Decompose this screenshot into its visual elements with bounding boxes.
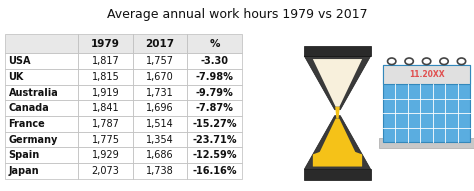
Text: 1979: 1979 xyxy=(91,39,120,49)
Bar xyxy=(187,163,242,179)
Polygon shape xyxy=(304,56,371,110)
Text: -15.27%: -15.27% xyxy=(192,119,237,129)
Bar xyxy=(5,34,78,53)
Text: 1,354: 1,354 xyxy=(146,135,174,145)
Bar xyxy=(78,53,133,69)
Bar xyxy=(187,132,242,147)
Text: 1,817: 1,817 xyxy=(91,56,119,66)
Bar xyxy=(5,53,78,69)
Bar xyxy=(78,34,133,53)
Bar xyxy=(383,65,470,84)
Text: 1,757: 1,757 xyxy=(146,56,174,66)
Text: Spain: Spain xyxy=(9,150,40,160)
Bar xyxy=(304,169,371,180)
Text: -16.16%: -16.16% xyxy=(192,166,237,176)
Bar xyxy=(133,147,187,163)
Text: -7.87%: -7.87% xyxy=(196,103,233,113)
Text: 11.20XX: 11.20XX xyxy=(409,70,445,79)
Text: 1,514: 1,514 xyxy=(146,119,174,129)
Bar xyxy=(379,138,474,148)
Text: %: % xyxy=(209,39,220,49)
Bar xyxy=(187,147,242,163)
Bar xyxy=(133,132,187,147)
Text: -7.98%: -7.98% xyxy=(196,72,233,82)
Text: 1,929: 1,929 xyxy=(91,150,119,160)
Bar xyxy=(5,85,78,100)
Bar xyxy=(133,69,187,85)
Text: Average annual work hours 1979 vs 2017: Average annual work hours 1979 vs 2017 xyxy=(107,8,367,21)
Text: 1,731: 1,731 xyxy=(146,88,174,98)
Polygon shape xyxy=(304,116,371,169)
Polygon shape xyxy=(313,59,362,107)
Polygon shape xyxy=(313,146,362,166)
Text: 1,775: 1,775 xyxy=(91,135,119,145)
Text: France: France xyxy=(9,119,46,129)
Bar xyxy=(78,100,133,116)
Polygon shape xyxy=(335,107,340,119)
Bar xyxy=(5,69,78,85)
Bar xyxy=(187,53,242,69)
Text: 1,841: 1,841 xyxy=(91,103,119,113)
Bar xyxy=(133,100,187,116)
Bar xyxy=(78,69,133,85)
Text: 1,686: 1,686 xyxy=(146,150,174,160)
Bar xyxy=(187,100,242,116)
Bar xyxy=(5,100,78,116)
Bar xyxy=(187,85,242,100)
Bar xyxy=(187,34,242,53)
Bar xyxy=(187,69,242,85)
Bar xyxy=(383,65,470,142)
Bar xyxy=(78,163,133,179)
Bar xyxy=(304,46,371,56)
Bar xyxy=(78,116,133,132)
Bar xyxy=(78,85,133,100)
Text: 1,919: 1,919 xyxy=(91,88,119,98)
Text: 1,787: 1,787 xyxy=(91,119,119,129)
Bar xyxy=(5,147,78,163)
Bar xyxy=(5,132,78,147)
Text: Japan: Japan xyxy=(9,166,39,176)
Text: -12.59%: -12.59% xyxy=(192,150,237,160)
Text: Germany: Germany xyxy=(9,135,58,145)
Text: -3.30: -3.30 xyxy=(201,56,228,66)
Bar xyxy=(133,53,187,69)
Text: Australia: Australia xyxy=(9,88,58,98)
Text: 2,073: 2,073 xyxy=(91,166,119,176)
Bar xyxy=(187,116,242,132)
Text: Canada: Canada xyxy=(9,103,49,113)
Bar xyxy=(78,132,133,147)
Text: -23.71%: -23.71% xyxy=(192,135,237,145)
Bar xyxy=(78,147,133,163)
Text: USA: USA xyxy=(9,56,31,66)
Polygon shape xyxy=(313,119,362,166)
Text: -9.79%: -9.79% xyxy=(196,88,233,98)
Text: 1,815: 1,815 xyxy=(91,72,119,82)
Text: UK: UK xyxy=(9,72,24,82)
Text: 1,738: 1,738 xyxy=(146,166,174,176)
Text: 1,696: 1,696 xyxy=(146,103,174,113)
Text: 1,670: 1,670 xyxy=(146,72,174,82)
Bar xyxy=(133,163,187,179)
Bar xyxy=(133,116,187,132)
Bar xyxy=(133,34,187,53)
Text: 2017: 2017 xyxy=(146,39,174,49)
Bar xyxy=(133,85,187,100)
Bar xyxy=(5,116,78,132)
Bar xyxy=(5,163,78,179)
